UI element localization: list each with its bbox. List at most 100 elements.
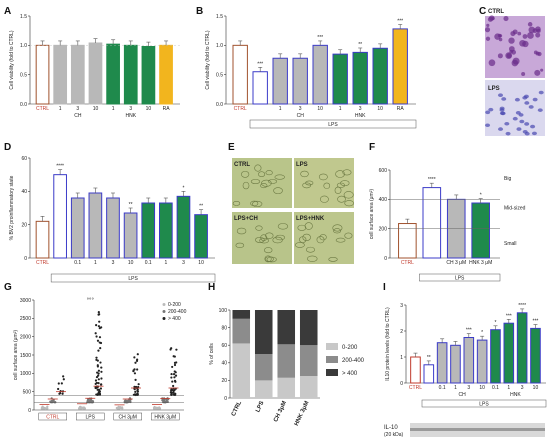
chart-g-legend-marker: [162, 303, 166, 306]
chart-f-sig-label: ****: [428, 177, 436, 183]
chart-b-ytick-label: 0.5: [216, 72, 223, 78]
chart-g-xtick-label: CTRL: [46, 415, 59, 421]
chart-h-legend-label: 0-200: [342, 345, 358, 351]
chart-a-group-hnk: HNK: [125, 113, 136, 119]
micrograph-cell: [294, 242, 305, 248]
chart-h-bar-segment: [232, 310, 251, 319]
micrograph-cell: [499, 108, 505, 112]
chart-h-ylabel: % of cells: [209, 343, 215, 365]
chart-f-zone-label: Small: [504, 241, 517, 247]
micrograph-cell: [266, 256, 277, 263]
chart-g-point: [170, 376, 173, 379]
chart-i-xtick-label: 1: [454, 385, 457, 391]
chart-g-point: [158, 407, 162, 410]
micrograph-cell: [509, 49, 513, 54]
micrograph-cell: [499, 111, 505, 116]
chart-i-sig-label: ***: [506, 313, 512, 319]
charts-layer: 0.0 0.5 1.0 1.5 Cell viability (fold to CTRL…: [9, 14, 547, 427]
chart-a-xtick-label: 10: [146, 106, 152, 112]
chart-i-xtick-label: 3: [521, 385, 524, 391]
chart-a-group-ch: CH: [74, 113, 82, 119]
chart-f-ytick-label: 400: [379, 197, 388, 203]
chart-d-xtick-label: 0.1: [74, 260, 81, 266]
micrograph-cell: [235, 242, 245, 248]
chart-g-ytick-label: 0: [28, 408, 31, 414]
chart-g-point: [94, 379, 98, 382]
micrograph-cell: [538, 90, 544, 95]
chart-a-ylabel: Cell viability (fold to CTRL): [9, 30, 15, 90]
chart-h-bar-segment: [232, 318, 251, 344]
chart-g-point: [90, 400, 93, 403]
chart-g-point: [94, 332, 97, 335]
micrograph-cell: [332, 224, 343, 232]
micrograph-cell: [532, 97, 538, 102]
micrograph-cell: [537, 108, 543, 112]
micrograph-cell: [486, 23, 490, 27]
chart-i-axes: 0 1 2 3 IL10 protein levels (fold to CTRL) CT…: [385, 303, 547, 408]
micrograph-e-ctrl: [232, 158, 292, 208]
chart-g-point: [99, 347, 102, 350]
chart-g-ytick-label: 500: [23, 389, 32, 395]
chart-i-xtick-label: 10: [533, 385, 539, 391]
chart-g-point: [97, 311, 100, 314]
chart-g-ytick-label: 2000: [20, 334, 31, 340]
micrograph-e-label-lps-hnk: LPS+HNK: [296, 216, 325, 222]
chart-g-point: [126, 400, 130, 403]
micrograph-label-ctrl: CTRL: [488, 9, 504, 15]
chart-g-point: [51, 400, 54, 403]
chart-a-bar: [70, 44, 85, 105]
micrograph-cell: [536, 28, 541, 33]
chart-g-point: [99, 387, 103, 390]
chart-g-point: [97, 372, 100, 375]
chart-d-ytick-label: 60: [21, 156, 27, 162]
chart-g-point: [133, 388, 136, 391]
chart-i-xtick-label: 0.1: [439, 385, 446, 391]
micrograph-cell: [275, 234, 285, 241]
micrograph-cell: [299, 236, 307, 243]
chart-g-point: [171, 365, 174, 369]
micrograph-cell: [241, 170, 250, 178]
chart-g-point: [136, 392, 139, 396]
chart-b-xtick-label: 10: [317, 106, 323, 112]
chart-g-point: [165, 400, 168, 403]
chart-g-point: [134, 390, 137, 393]
chart-g-point: [134, 361, 137, 364]
chart-b-sig-label: **: [358, 42, 362, 48]
chart-a-ytick-label: 1.5: [20, 14, 27, 20]
chart-f-lps-label: LPS: [455, 276, 465, 282]
chart-d-bar: [123, 212, 138, 259]
chart-g-axes: 0 500 1000 1500 2000 2500 3000 cell surface are…: [13, 298, 187, 421]
micrograph-cell: [527, 32, 534, 39]
chart-g-point: [173, 376, 176, 379]
chart-b-xtick-label: 3: [299, 106, 302, 112]
chart-i-ytick-label: 3: [400, 303, 403, 309]
chart-g-point: [94, 382, 97, 385]
micrograph-cell: [527, 22, 533, 27]
chart-d-ylabel: % BV2 proinflammatory state: [9, 175, 15, 240]
chart-a-bar: [53, 44, 68, 105]
chart-g-point: [97, 349, 100, 352]
chart-d-bar: [106, 197, 120, 259]
micrograph-cell: [333, 228, 342, 234]
chart-i-bar: [436, 342, 448, 384]
chart-i-xtick-label: CTRL: [409, 385, 422, 391]
chart-g-category-box: [76, 412, 105, 421]
chart-f-lps-bracket: [419, 273, 501, 282]
chart-b-lps-bracket: [249, 119, 417, 129]
chart-h-legend-label: 200-400: [342, 358, 365, 364]
chart-h-xtick-label: CH 3μM: [273, 400, 288, 423]
chart-a-bar: [141, 46, 156, 105]
chart-b-bar: [272, 57, 288, 105]
micrograph-cell: [535, 51, 540, 56]
micrograph-cell: [512, 116, 518, 121]
chart-g-point: [95, 324, 98, 327]
chart-g-point: [95, 393, 98, 396]
micrograph-cell: [511, 59, 519, 67]
chart-i-ylabel: IL10 protein levels (fold to CTRL): [385, 307, 391, 381]
chart-g-point: [41, 407, 44, 410]
chart-g-point: [95, 358, 98, 361]
chart-f-xtick-label: HNK 3 μM: [469, 260, 492, 266]
micrograph-cell: [268, 179, 278, 184]
chart-f-sig-label: *: [480, 193, 482, 199]
chart-g-point: [98, 390, 101, 393]
